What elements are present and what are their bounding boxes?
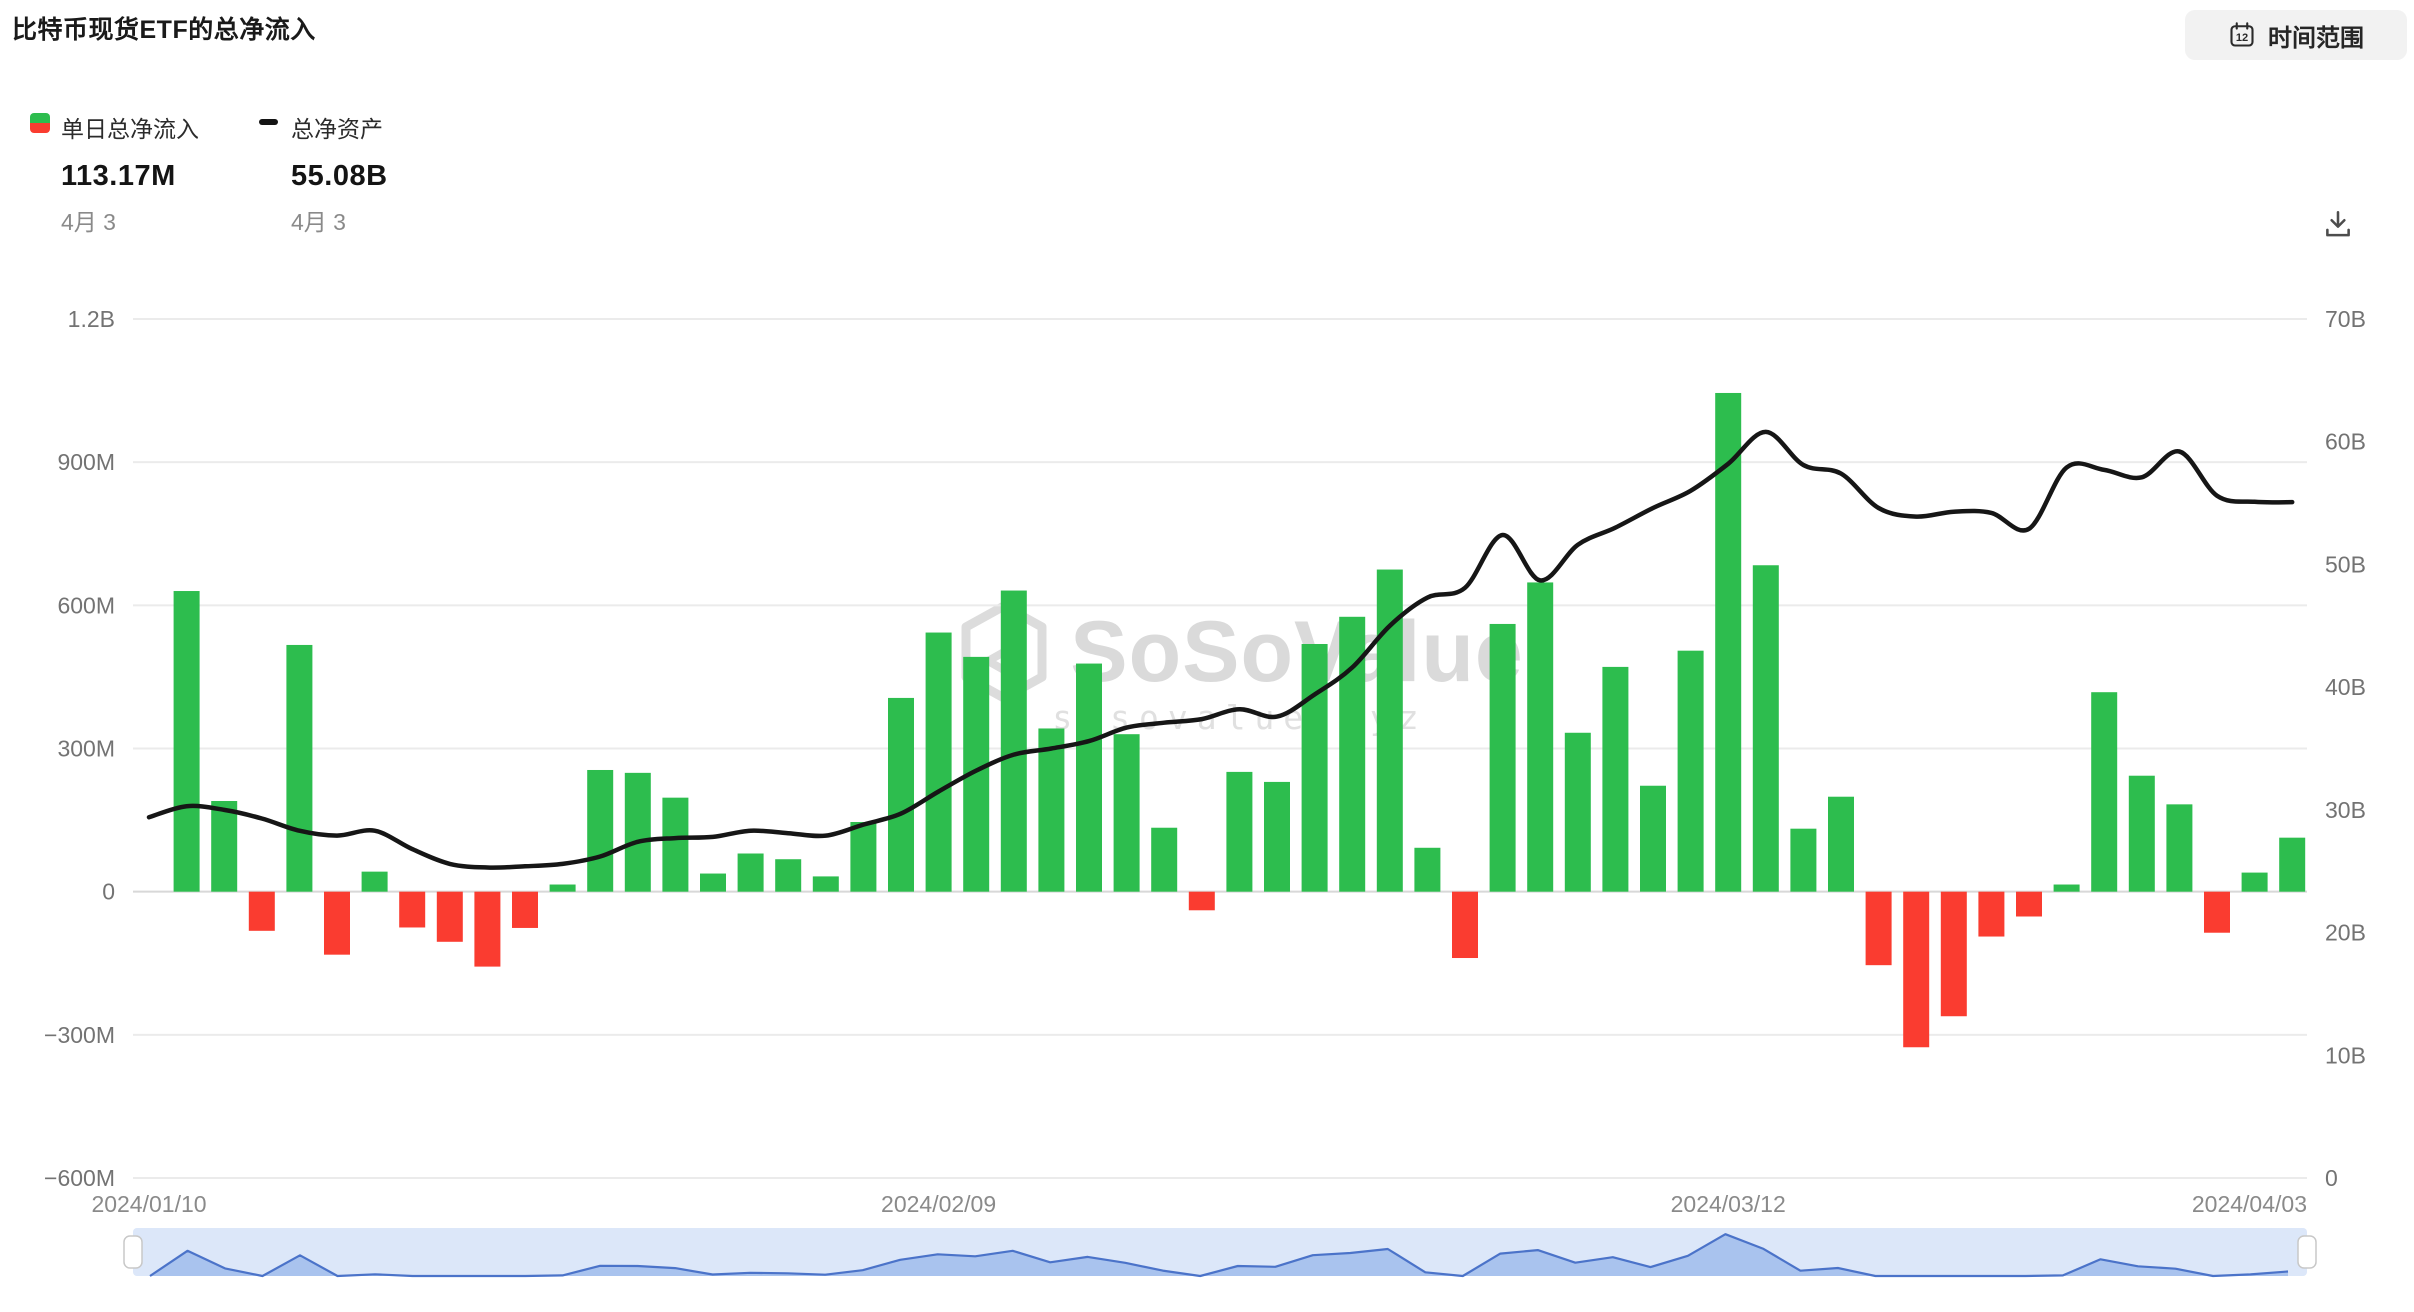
inflow-bar[interactable] (662, 797, 689, 892)
x-axis-tick: 2024/01/10 (91, 1191, 206, 1217)
y-axis-left-tick: −300M (44, 1022, 115, 1048)
inflow-bar[interactable] (925, 632, 952, 892)
inflow-bar[interactable] (1264, 781, 1290, 892)
y-axis-right-tick: 60B (2325, 429, 2366, 455)
navigator-handle-left[interactable] (123, 1235, 143, 1269)
inflow-bar[interactable] (1339, 616, 1366, 892)
y-axis-left-tick: −600M (44, 1165, 115, 1191)
y-axis-right-tick: 0 (2325, 1165, 2338, 1191)
inflow-latest-date: 4月 3 (61, 209, 116, 235)
inflow-bar[interactable] (1940, 891, 1967, 1017)
inflow-bar[interactable] (1113, 734, 1140, 892)
inflow-latest-value: 113.17M (61, 160, 176, 192)
inflow-bar[interactable] (1489, 623, 1516, 892)
download-button[interactable] (2318, 204, 2358, 244)
y-axis-left-tick: 0 (102, 879, 115, 905)
x-axis-tick: 2024/03/12 (1671, 1191, 1786, 1217)
inflow-bar[interactable] (1226, 771, 1253, 892)
navigator-line (149, 1233, 2289, 1278)
y-axis-right-tick: 10B (2325, 1042, 2366, 1068)
inflow-bar[interactable] (1602, 666, 1629, 892)
inflow-bar[interactable] (211, 801, 238, 892)
y-axis-left-tick: 300M (57, 736, 115, 762)
inflow-bar[interactable] (1452, 891, 1478, 959)
y-axis-left-tick: 600M (57, 592, 115, 618)
inflow-bar[interactable] (850, 822, 877, 892)
inflow-bar[interactable] (1640, 785, 1666, 892)
inflow-bar[interactable] (1000, 590, 1027, 892)
time-range-button[interactable]: 12 时间范围 (2185, 10, 2407, 60)
inflow-bar[interactable] (1301, 643, 1328, 892)
inflow-bar[interactable] (2166, 804, 2193, 892)
navigator-track[interactable] (133, 1228, 2307, 1276)
inflow-bar[interactable] (2016, 891, 2042, 917)
inflow-bar[interactable] (286, 644, 313, 892)
inflow-bar[interactable] (2128, 775, 2155, 892)
inflow-bar[interactable] (1527, 582, 1554, 892)
inflow-bar[interactable] (2279, 837, 2306, 892)
inflow-bar[interactable] (1978, 891, 2005, 937)
inflow-bar[interactable] (1151, 827, 1178, 892)
inflow-bar[interactable] (2091, 692, 2118, 892)
y-axis-left-tick: 1.2B (68, 306, 115, 332)
inflow-bar[interactable] (587, 769, 614, 892)
calendar-icon: 12 (2230, 22, 2254, 47)
inflow-bar[interactable] (1752, 565, 1779, 892)
y-axis-right-tick: 30B (2325, 797, 2366, 823)
calendar-day-number: 12 (2236, 32, 2248, 44)
inflow-bar[interactable] (1076, 663, 1102, 892)
inflow-bar[interactable] (888, 697, 914, 892)
inflow-bar[interactable] (1677, 650, 1704, 892)
page-title: 比特币现货ETF的总净流入 (12, 16, 316, 44)
inflow-bar[interactable] (436, 891, 463, 942)
inflow-bar[interactable] (248, 891, 275, 931)
assets-latest-value: 55.08B (291, 160, 388, 192)
net-assets-line (146, 429, 2295, 870)
inflow-bar[interactable] (361, 871, 388, 892)
navigator-handle-right[interactable] (2297, 1235, 2317, 1269)
y-axis-left-tick: 900M (57, 449, 115, 475)
legend-assets-label[interactable]: 总净资产 (291, 116, 383, 142)
assets-latest-date: 4月 3 (291, 209, 346, 235)
inflow-bar[interactable] (1188, 891, 1215, 911)
inflow-bar[interactable] (700, 873, 726, 892)
y-axis-right-tick: 40B (2325, 674, 2366, 700)
inflow-bar[interactable] (737, 853, 764, 892)
inflow-bar[interactable] (1715, 392, 1742, 892)
inflow-bar[interactable] (1903, 891, 1930, 1048)
inflow-series-swatch-icon[interactable] (30, 113, 50, 133)
inflow-bar[interactable] (549, 884, 576, 892)
x-axis-tick: 2024/04/03 (2192, 1191, 2307, 1217)
inflow-bar[interactable] (1790, 828, 1817, 892)
inflow-bar[interactable] (775, 859, 802, 892)
inflow-bar[interactable] (1414, 847, 1441, 892)
x-axis-tick: 2024/02/09 (881, 1191, 996, 1217)
inflow-bar[interactable] (2053, 884, 2080, 892)
download-icon (2326, 211, 2350, 237)
y-axis-right-tick: 20B (2325, 920, 2366, 946)
inflow-bar[interactable] (1564, 732, 1591, 892)
navigator-scrubber[interactable] (0, 1224, 2414, 1312)
navigator-area[interactable] (150, 1234, 2288, 1276)
inflow-bar[interactable] (2241, 872, 2268, 892)
inflow-bar[interactable] (2204, 891, 2230, 933)
inflow-bar[interactable] (812, 876, 839, 892)
daily-inflow-bars[interactable] (173, 392, 2306, 1048)
y-axis-right-tick: 70B (2325, 306, 2366, 332)
time-range-label: 时间范围 (2268, 24, 2364, 52)
y-axis-right-tick: 50B (2325, 551, 2366, 577)
legend-inflow-label[interactable]: 单日总净流入 (61, 116, 199, 142)
inflow-bar[interactable] (512, 891, 538, 928)
assets-series-dash-icon[interactable] (259, 119, 278, 125)
inflow-bar[interactable] (173, 591, 200, 892)
inflow-bar[interactable] (624, 772, 651, 892)
inflow-bar[interactable] (474, 891, 501, 967)
main-chart[interactable]: 1.2B 900M 600M 300M 0 −300M −600M 70B 60B 50B 40B 3… (0, 280, 2414, 1224)
inflow-bar[interactable] (1038, 728, 1065, 892)
inflow-bar[interactable] (399, 891, 426, 928)
inflow-bar[interactable] (324, 891, 350, 955)
inflow-bar[interactable] (1828, 796, 1854, 892)
inflow-bar[interactable] (1865, 891, 1892, 966)
